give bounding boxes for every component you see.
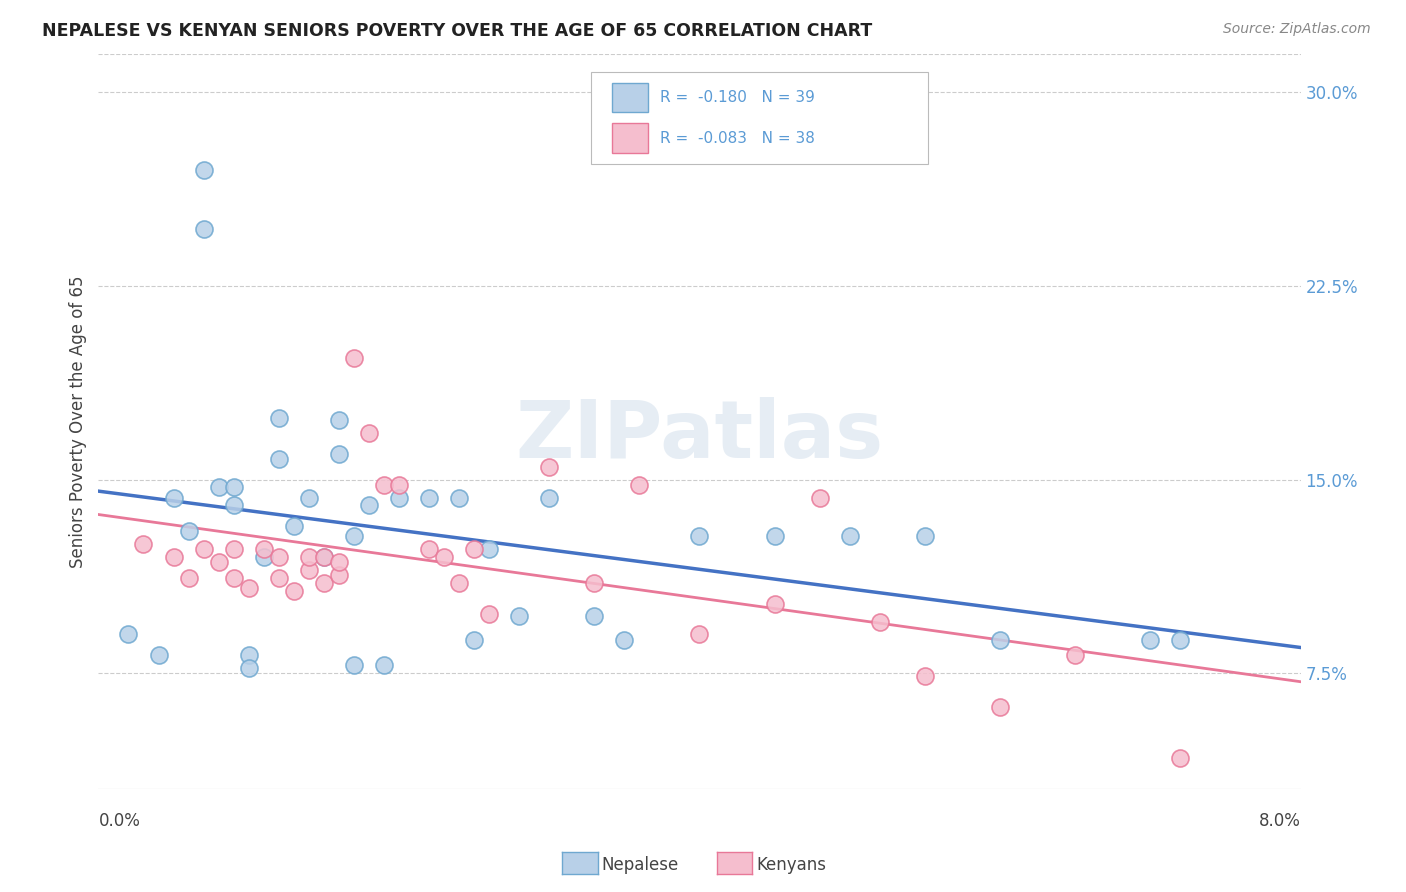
Point (283, 583, 305, 598)
Point (283, 519, 305, 533)
Point (583, 575, 606, 590)
Point (328, 413, 350, 427)
Text: ZIPatlas: ZIPatlas (516, 397, 883, 475)
Point (914, 529, 936, 543)
Point (463, 542, 485, 557)
Point (267, 451, 290, 466)
Point (478, 542, 501, 557)
Text: Nepalese: Nepalese (602, 856, 679, 874)
Point (988, 699, 1011, 714)
Point (418, 542, 440, 557)
Point (689, 529, 711, 543)
Point (238, 648, 260, 662)
Point (388, 491, 411, 505)
Point (1139, 632, 1161, 647)
Point (267, 549, 290, 564)
Point (447, 491, 470, 505)
Point (538, 459, 561, 474)
Point (117, 627, 139, 641)
Y-axis label: Seniors Poverty Over the Age of 65: Seniors Poverty Over the Age of 65 (69, 276, 87, 567)
Point (1064, 648, 1087, 662)
Bar (612, 83, 648, 112)
Point (253, 542, 276, 557)
Text: R =  -0.083   N = 38: R = -0.083 N = 38 (659, 130, 814, 145)
Point (988, 632, 1011, 647)
Point (613, 632, 636, 647)
Text: R =  -0.180   N = 39: R = -0.180 N = 39 (659, 90, 814, 105)
Point (177, 571, 200, 585)
Point (357, 499, 380, 513)
Point (808, 491, 831, 505)
Bar (612, 123, 648, 153)
Point (508, 609, 530, 624)
Point (914, 669, 936, 683)
Point (222, 571, 245, 585)
Point (538, 491, 561, 505)
Point (298, 491, 321, 505)
Point (628, 477, 651, 491)
Point (373, 477, 395, 491)
Point (298, 563, 321, 577)
Point (463, 632, 485, 647)
Text: Source: ZipAtlas.com: Source: ZipAtlas.com (1223, 22, 1371, 37)
Point (328, 555, 350, 569)
Point (253, 549, 276, 564)
Point (222, 499, 245, 513)
Point (869, 615, 891, 629)
Point (447, 575, 470, 590)
Point (148, 648, 170, 662)
Point (433, 549, 456, 564)
Point (763, 597, 786, 611)
Point (388, 477, 411, 491)
Point (238, 581, 260, 595)
Text: 0.0%: 0.0% (98, 812, 141, 830)
Point (328, 568, 350, 582)
Point (373, 658, 395, 673)
Point (838, 529, 860, 543)
Point (298, 549, 321, 564)
Point (357, 426, 380, 441)
Point (583, 609, 606, 624)
Point (208, 555, 231, 569)
Point (763, 529, 786, 543)
Point (193, 542, 215, 557)
Point (162, 491, 184, 505)
Point (162, 549, 184, 564)
Point (689, 627, 711, 641)
Point (312, 549, 335, 564)
Point (343, 658, 366, 673)
Text: Kenyans: Kenyans (756, 856, 827, 874)
FancyBboxPatch shape (592, 72, 928, 164)
Point (328, 447, 350, 461)
Text: NEPALESE VS KENYAN SENIORS POVERTY OVER THE AGE OF 65 CORRELATION CHART: NEPALESE VS KENYAN SENIORS POVERTY OVER … (42, 22, 873, 40)
Point (267, 571, 290, 585)
Text: 8.0%: 8.0% (1258, 812, 1301, 830)
Point (222, 480, 245, 494)
Point (267, 410, 290, 425)
Point (222, 542, 245, 557)
Point (193, 222, 215, 236)
Point (478, 607, 501, 621)
Point (1168, 632, 1191, 647)
Point (132, 537, 155, 551)
Point (312, 549, 335, 564)
Point (343, 351, 366, 366)
Point (238, 661, 260, 675)
Point (177, 524, 200, 539)
Point (193, 162, 215, 177)
Point (312, 575, 335, 590)
Point (1168, 751, 1191, 765)
Point (343, 529, 366, 543)
Point (418, 491, 440, 505)
Point (208, 480, 231, 494)
